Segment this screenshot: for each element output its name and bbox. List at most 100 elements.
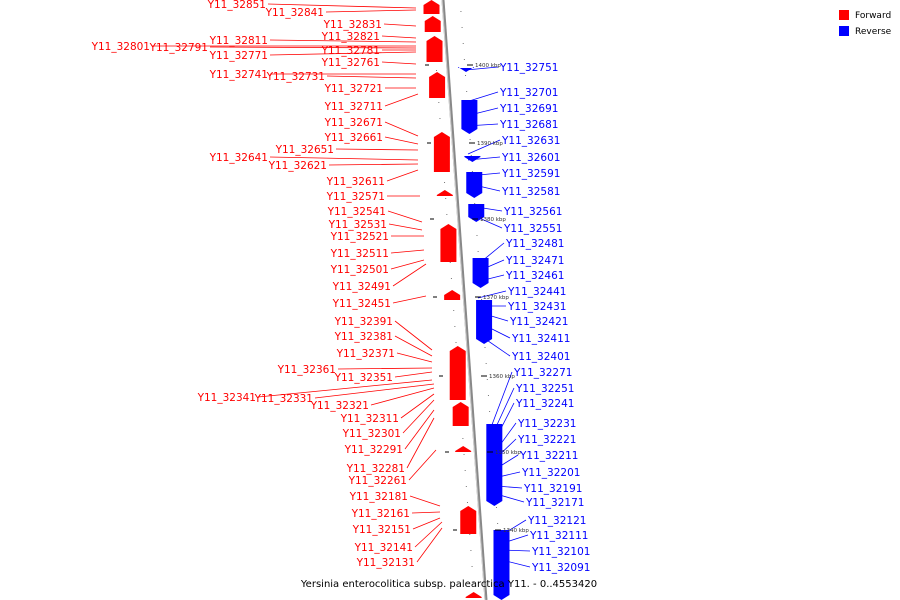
- track-dot: [455, 342, 457, 343]
- reverse-gene-label: Y11_32401: [511, 351, 570, 363]
- reverse-leader-line: [465, 107, 499, 117]
- reverse-leader-line: [467, 156, 501, 161]
- track-dot: [436, 70, 438, 71]
- forward-gene-label: Y11_32531: [328, 219, 387, 231]
- reverse-gene-label: Y11_32171: [525, 497, 584, 509]
- reverse-gene-label: Y11_32231: [517, 418, 576, 430]
- forward-gene-label: Y11_32391: [334, 316, 393, 328]
- forward-gene-label: Y11_32351: [334, 372, 393, 384]
- reverse-leader-line: [489, 387, 515, 441]
- forward-gene-label: Y11_32511: [330, 248, 389, 260]
- forward-gene-label: Y11_32671: [324, 117, 383, 129]
- reverse-gene-label: Y11_32091: [531, 562, 590, 574]
- reverse-leader-line: [493, 454, 519, 471]
- forward-leader-line: [394, 335, 433, 357]
- forward-leader-line: [209, 46, 417, 49]
- legend-reverse-label: Reverse: [855, 27, 892, 37]
- forward-leader-line: [388, 223, 423, 231]
- reverse-leader-line: [475, 242, 505, 267]
- forward-leader-line: [406, 417, 435, 469]
- track-dot: [472, 582, 474, 583]
- reverse-gene-label: Y11_32691: [499, 103, 558, 115]
- forward-leader-line: [408, 449, 437, 481]
- forward-leader-line: [269, 156, 419, 161]
- forward-gene-label: Y11_32321: [310, 400, 369, 412]
- legend-forward-label: Forward: [855, 11, 891, 21]
- forward-gene-label: Y11_32791: [149, 42, 208, 54]
- track-dot: [471, 566, 473, 567]
- forward-gene-label: Y11_32331: [254, 393, 313, 405]
- leader-lines: [152, 3, 531, 568]
- forward-leader-line: [386, 169, 419, 182]
- forward-gene-label: Y11_32301: [342, 428, 401, 440]
- track-dot: [484, 347, 486, 348]
- forward-gene-label: Y11_32451: [332, 298, 391, 310]
- forward-gene-label: Y11_32731: [266, 71, 325, 83]
- forward-gene-label: Y11_32541: [327, 206, 386, 218]
- reverse-gene-label: Y11_32601: [501, 152, 560, 164]
- track-dot: [462, 43, 464, 44]
- reverse-gene-label: Y11_32411: [511, 333, 570, 345]
- forward-gene-label: Y11_32161: [351, 508, 410, 520]
- reverse-leader-line: [493, 471, 521, 479]
- reverse-gene: [464, 156, 481, 162]
- reverse-leader-line: [499, 549, 531, 552]
- reverse-gene-label: Y11_32631: [501, 135, 560, 147]
- forward-leader-line: [328, 163, 419, 166]
- reverse-gene: [493, 530, 510, 600]
- forward-leader-line: [269, 39, 417, 43]
- forward-leader-line: [390, 249, 425, 254]
- track-dot: [476, 235, 478, 236]
- forward-leader-line: [409, 495, 441, 507]
- track-dot: [450, 278, 452, 279]
- forward-leader-line: [392, 263, 427, 287]
- reverse-leader-line: [465, 123, 499, 127]
- reverse-gene-label: Y11_32211: [519, 450, 578, 462]
- track-dot: [465, 486, 467, 487]
- scale-tick-label: 1390 kbp: [477, 141, 503, 147]
- track-dot: [497, 523, 499, 524]
- scale-tick-label: 1340 kbp: [503, 528, 529, 534]
- reverse-leader-line: [489, 402, 515, 451]
- forward-gene-label: Y11_32771: [209, 50, 268, 62]
- forward-gene-label: Y11_32151: [352, 524, 411, 536]
- forward-leader-line: [314, 383, 435, 399]
- reverse-gene-label: Y11_32471: [505, 255, 564, 267]
- track-dot: [453, 310, 455, 311]
- forward-gene-label: Y11_32311: [340, 413, 399, 425]
- reverse-leader-line: [465, 66, 499, 71]
- forward-leader-line: [267, 3, 417, 9]
- forward-leader-line: [416, 527, 443, 563]
- track-dot: [439, 118, 441, 119]
- forward-gene-label: Y11_32141: [354, 542, 413, 554]
- forward-leader-line: [383, 23, 417, 27]
- track-dot: [485, 363, 487, 364]
- track-dot: [464, 470, 466, 471]
- forward-gene-label: Y11_32801: [91, 41, 150, 53]
- reverse-gene-label: Y11_32271: [513, 367, 572, 379]
- forward-gene-label: Y11_32831: [323, 19, 382, 31]
- forward-gene-label: Y11_32131: [356, 557, 415, 569]
- forward-gene-label: Y11_32811: [209, 35, 268, 47]
- forward-gene-label: Y11_32381: [334, 331, 393, 343]
- track-dot: [465, 75, 467, 76]
- reverse-gene-label: Y11_32751: [499, 62, 558, 74]
- forward-leader-line: [269, 51, 417, 56]
- forward-leader-line: [392, 295, 427, 304]
- forward-leader-line: [404, 409, 435, 450]
- reverse-leader-line: [499, 519, 527, 537]
- track-dot: [470, 155, 472, 156]
- forward-gene: [436, 190, 453, 196]
- reverse-gene: [486, 424, 503, 506]
- reverse-leader-line: [465, 91, 499, 103]
- forward-gene-label: Y11_32521: [330, 231, 389, 243]
- reverse-gene: [461, 100, 478, 134]
- track-dot: [463, 454, 465, 455]
- reverse-leader-line: [477, 290, 507, 299]
- forward-gene-label: Y11_32571: [326, 191, 385, 203]
- reverse-gene-label: Y11_32461: [505, 270, 564, 282]
- reverse-leader-line: [499, 534, 529, 545]
- forward-leader-line: [384, 93, 419, 107]
- scale-tick-label: 1360 kbp: [489, 374, 515, 380]
